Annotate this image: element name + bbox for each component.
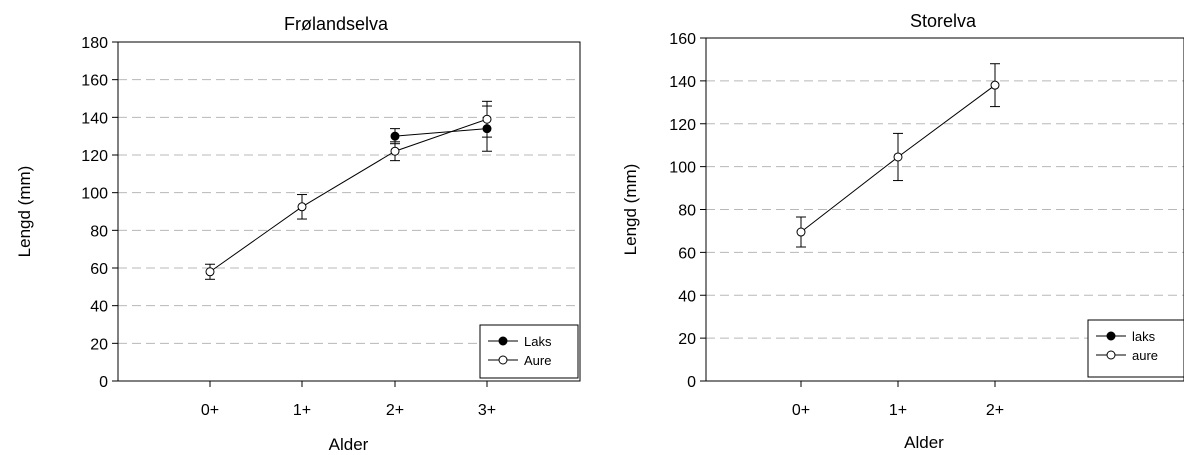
legend-box [1087, 319, 1184, 378]
y-tick-label: 160 [669, 31, 696, 48]
legend-marker [498, 355, 508, 365]
x-tick-label: 1+ [293, 402, 311, 419]
y-tick-label: 0 [99, 374, 108, 391]
x-tick-label: 1+ [889, 402, 907, 419]
chart-title: Frølandselva [284, 14, 389, 34]
y-tick-label: 40 [90, 299, 108, 316]
y-tick-label: 120 [81, 148, 108, 165]
legend-box [479, 324, 579, 379]
x-tick-label: 0+ [792, 402, 810, 419]
data-point-laks [390, 131, 400, 141]
y-tick-label: 20 [678, 331, 696, 348]
y-tick-label: 120 [669, 117, 696, 134]
y-axis-label: Lengd (mm) [621, 164, 640, 256]
legend-marker [498, 336, 508, 346]
series-line-laks [394, 128, 488, 137]
data-point-aure [482, 114, 492, 124]
legend-marker [1106, 331, 1116, 341]
x-tick-label: 2+ [986, 402, 1004, 419]
data-point-aure [893, 152, 903, 162]
y-tick-label: 80 [678, 203, 696, 220]
y-tick-label: 140 [81, 110, 108, 127]
y-tick-label: 80 [90, 223, 108, 240]
x-tick-label: 3+ [478, 402, 496, 419]
x-axis-label: Alder [329, 435, 369, 454]
x-tick-label: 2+ [386, 402, 404, 419]
chart-2: 0 20 40 60 80 100 120 140 160 0+ 1+ 2+ Storelva Alder… [621, 11, 1184, 452]
data-point-aure [297, 202, 307, 212]
legend-label: laks [1132, 329, 1156, 344]
y-tick-label: 20 [90, 336, 108, 353]
chart-1: 0 20 40 60 80 100 120 140 160 180 0+ 1+ 2+ 3+ Frølands… [15, 14, 581, 454]
data-point-aure [796, 227, 806, 237]
y-tick-label: 60 [678, 245, 696, 262]
y-tick-label: 0 [687, 374, 696, 391]
legend: laks aure [1087, 319, 1184, 378]
x-tick-label: 0+ [201, 402, 219, 419]
y-tick-label: 40 [678, 288, 696, 305]
y-tick-label: 160 [81, 73, 108, 90]
y-tick-label: 100 [669, 160, 696, 177]
data-point-aure [205, 267, 215, 277]
legend-label: Aure [524, 353, 551, 368]
legend: Laks Aure [479, 324, 579, 379]
y-tick-label: 100 [81, 186, 108, 203]
legend-label: Laks [524, 334, 552, 349]
data-point-aure [390, 146, 400, 156]
series-line-aure [209, 118, 488, 273]
plot-frame [117, 41, 581, 382]
data-point-aure [990, 80, 1000, 90]
y-tick-label: 140 [669, 74, 696, 91]
legend-label: aure [1132, 348, 1158, 363]
y-axis-label: Lengd (mm) [15, 166, 34, 258]
legend-marker [1106, 350, 1116, 360]
y-tick-label: 180 [81, 35, 108, 52]
x-axis-label: Alder [904, 433, 944, 452]
y-tick-label: 60 [90, 261, 108, 278]
chart-title: Storelva [910, 11, 977, 31]
